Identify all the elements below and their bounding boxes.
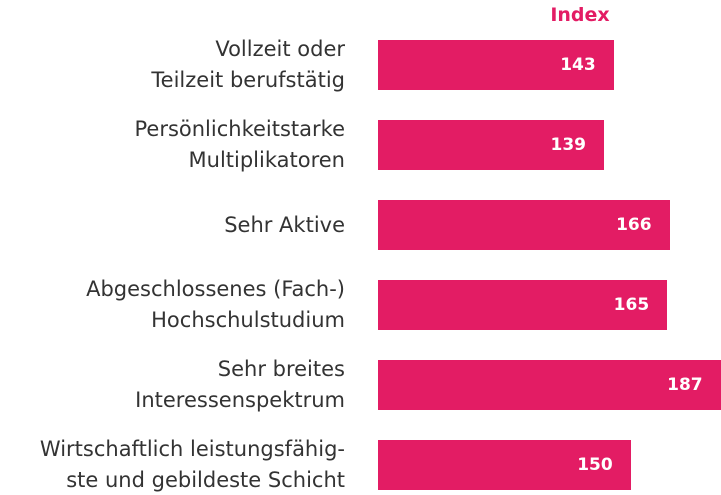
value-label: 143: [560, 55, 596, 75]
category-label: Sehr breites Interessenspektrum: [135, 357, 345, 412]
category-label: Sehr Aktive: [224, 212, 345, 237]
category-label: Wirtschaftlich leistungsfähig- ste und g…: [39, 437, 345, 492]
category-label: Abgeschlossenes (Fach-) Hochschulstudium: [86, 277, 345, 332]
bar: 187: [378, 360, 721, 410]
bar: 143: [378, 40, 614, 90]
category-label: Persönlichkeitstarke Multiplikatoren: [134, 117, 345, 172]
value-label: 187: [667, 375, 703, 395]
column-header: Index: [550, 4, 610, 26]
value-label: 150: [577, 455, 613, 475]
bar: 150: [378, 440, 631, 490]
bar: 166: [378, 200, 670, 250]
value-label: 165: [613, 295, 650, 315]
value-label: 166: [616, 215, 652, 235]
bar: 165: [378, 280, 668, 330]
category-label: Vollzeit oder Teilzeit berufstätig: [151, 37, 345, 92]
bar: 139: [378, 120, 604, 170]
value-label: 139: [550, 135, 586, 155]
